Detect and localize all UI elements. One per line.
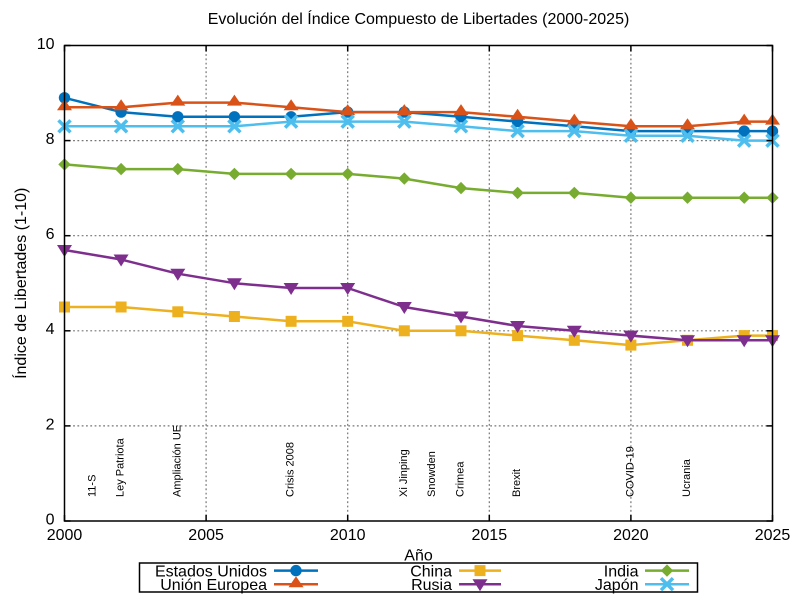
svg-text:10: 10 bbox=[37, 36, 55, 53]
svg-text:Año: Año bbox=[404, 548, 433, 565]
svg-text:China: China bbox=[410, 563, 452, 580]
svg-text:4: 4 bbox=[46, 321, 55, 338]
svg-text:Rusia: Rusia bbox=[411, 577, 452, 594]
svg-text:Estados Unidos: Estados Unidos bbox=[155, 563, 267, 580]
svg-text:Ampliación UE: Ampliación UE bbox=[171, 425, 183, 497]
svg-text:Crimea: Crimea bbox=[455, 461, 467, 497]
svg-text:2015: 2015 bbox=[472, 527, 508, 544]
svg-text:Índice de Libertades (1-10): Índice de Libertades (1-10) bbox=[11, 188, 30, 379]
svg-text:8: 8 bbox=[46, 131, 55, 148]
svg-text:Snowden: Snowden bbox=[426, 451, 438, 497]
svg-text:COVID-19: COVID-19 bbox=[624, 446, 636, 497]
svg-text:0: 0 bbox=[46, 511, 55, 528]
svg-text:2025: 2025 bbox=[755, 527, 791, 544]
svg-text:2005: 2005 bbox=[188, 527, 224, 544]
svg-text:11-S: 11-S bbox=[86, 475, 98, 497]
svg-text:India: India bbox=[604, 563, 639, 580]
svg-text:2010: 2010 bbox=[330, 527, 366, 544]
svg-text:Brexit: Brexit bbox=[511, 469, 523, 497]
svg-text:2: 2 bbox=[46, 416, 55, 433]
svg-text:Crisis 2008: Crisis 2008 bbox=[285, 442, 297, 497]
svg-text:Ucrania: Ucrania bbox=[681, 458, 693, 497]
svg-text:Japón: Japón bbox=[595, 577, 639, 594]
svg-text:6: 6 bbox=[46, 226, 55, 243]
svg-text:Ley Patriota: Ley Patriota bbox=[115, 437, 127, 497]
svg-text:2020: 2020 bbox=[613, 527, 649, 544]
svg-text:Evolución del Índice Compuesto: Evolución del Índice Compuesto de Libert… bbox=[208, 9, 630, 28]
svg-text:Xi Jinping: Xi Jinping bbox=[398, 449, 410, 497]
svg-text:Unión Europea: Unión Europea bbox=[160, 577, 267, 594]
svg-text:2000: 2000 bbox=[47, 527, 83, 544]
